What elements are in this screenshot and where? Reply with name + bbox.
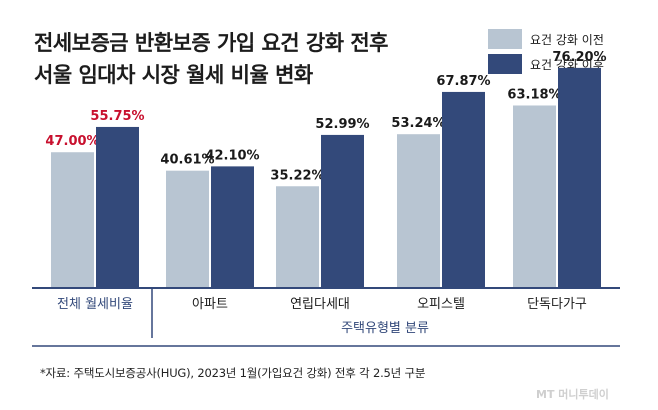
title-line-1: 전세보증금 반환보증 가입 요건 강화 전후 — [34, 31, 389, 55]
legend-swatch-before — [488, 29, 522, 49]
bar-before-0 — [51, 152, 94, 288]
value-label-after-1: 42.10% — [205, 148, 259, 163]
bar-before-1 — [166, 170, 209, 288]
legend-swatch-after — [488, 54, 522, 74]
category-label-0: 전체 월세비율 — [57, 297, 133, 312]
value-label-after-0: 55.75% — [90, 109, 144, 124]
bar-after-3 — [442, 91, 485, 288]
category-label-3: 오피스텔 — [417, 297, 465, 312]
value-label-after-2: 52.99% — [315, 117, 369, 132]
group-label: 주택유형별 분류 — [341, 321, 429, 336]
chart-title: 전세보증금 반환보증 가입 요건 강화 전후 서울 임대차 시장 월세 비율 변… — [34, 27, 389, 91]
bar-before-3 — [397, 134, 440, 288]
value-label-before-4: 63.18% — [507, 87, 561, 102]
bar-after-4 — [558, 67, 601, 288]
watermark-logo: MT 머니투데이 — [536, 388, 609, 401]
source-footnote: *자료: 주택도시보증공사(HUG), 2023년 1월(가입요건 강화) 전후… — [40, 366, 426, 380]
category-label-4: 단독다가구 — [527, 297, 587, 312]
bar-after-2 — [321, 134, 364, 288]
value-label-before-2: 35.22% — [270, 168, 324, 183]
value-label-before-1: 40.61% — [160, 153, 214, 168]
value-label-after-4: 76.20% — [552, 50, 606, 65]
value-label-before-0: 47.00% — [45, 134, 99, 149]
legend-item-before: 요건 강화 이전 — [488, 28, 604, 50]
title-line-2: 서울 임대차 시장 월세 비율 변화 — [34, 63, 313, 87]
value-label-before-3: 53.24% — [391, 116, 445, 131]
bar-after-1 — [211, 166, 254, 288]
category-label-2: 연립다세대 — [290, 297, 350, 312]
legend-label-before: 요건 강화 이전 — [530, 32, 604, 47]
bar-before-4 — [513, 105, 556, 288]
bar-after-0 — [96, 126, 139, 288]
value-label-after-3: 67.87% — [436, 74, 490, 89]
bar-before-2 — [276, 186, 319, 288]
category-label-1: 아파트 — [192, 297, 228, 312]
